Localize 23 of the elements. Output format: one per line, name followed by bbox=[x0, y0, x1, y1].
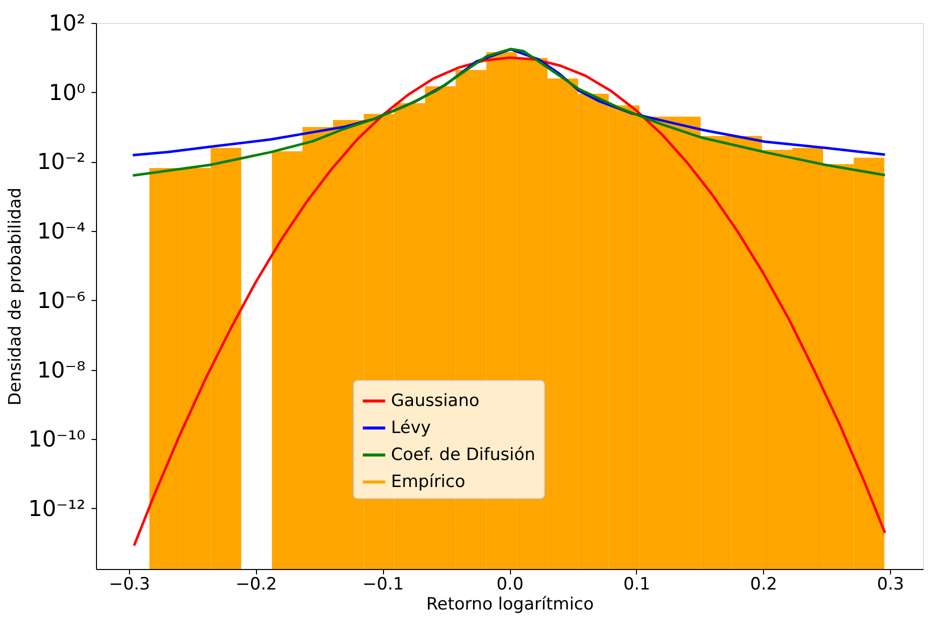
y-tick-label: 10⁻⁴ bbox=[37, 220, 86, 245]
x-tick-label: −0.1 bbox=[362, 574, 404, 594]
y-axis-title: Densidad de probabilidad bbox=[5, 188, 26, 406]
y-tick-label: 10⁻¹⁰ bbox=[28, 428, 86, 453]
y-tick-label: 10⁰ bbox=[48, 80, 86, 106]
x-tick-label: 0.2 bbox=[750, 574, 778, 594]
y-tick-label: 10⁻² bbox=[37, 150, 86, 176]
line-series bbox=[132, 48, 886, 177]
x-tick-label: −0.3 bbox=[108, 574, 150, 594]
x-tick-label: −0.2 bbox=[236, 574, 277, 594]
y-tick-label: 10⁻⁶ bbox=[37, 288, 86, 314]
x-tick-label: 0.3 bbox=[877, 574, 904, 594]
x-tick-label: 0.0 bbox=[496, 574, 524, 594]
y-tick-label: 10² bbox=[48, 12, 86, 36]
y-tick-label: 10⁻⁸ bbox=[37, 358, 86, 384]
legend-label: Lévy bbox=[391, 418, 431, 438]
legend-label: Gaussiano bbox=[391, 391, 480, 411]
legend-label: Empírico bbox=[391, 472, 466, 492]
x-axis-title: Retorno logarítmico bbox=[426, 594, 594, 614]
legend-label: Coef. de Difusión bbox=[391, 445, 536, 465]
y-tick-label: 10⁻¹² bbox=[28, 496, 86, 522]
line-series bbox=[132, 56, 886, 547]
x-tick-label: 0.1 bbox=[623, 574, 650, 594]
